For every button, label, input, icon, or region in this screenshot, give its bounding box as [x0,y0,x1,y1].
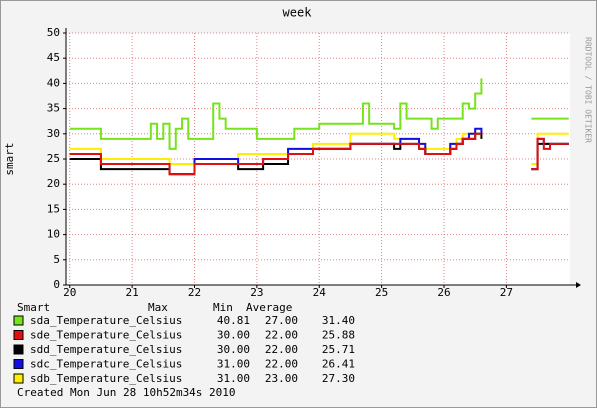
series-line [69,78,569,150]
legend-label: sde_Temperature_Celsius [30,329,182,342]
legend-stat: 26.41 [322,358,355,371]
legend-stat: 22.00 [265,343,298,356]
legend-swatch [13,359,24,369]
legend-stat: 25.88 [322,329,355,342]
legend-title: Smart [17,301,50,314]
legend-column: Min [213,301,233,314]
legend-swatch [13,330,24,340]
watermark: RRDTOOL / TOBI OETIKER [584,37,593,143]
legend-label: sdd_Temperature_Celsius [30,343,182,356]
legend-swatch [13,315,24,326]
x-tick-label: 27 [500,286,513,299]
y-tick-label: 0 [53,278,60,291]
x-tick-label: 21 [125,286,138,299]
lines [69,78,569,176]
x-tick-label: 26 [437,286,450,299]
y-tick-label: 40 [47,76,60,89]
x-tick-label: 20 [63,286,76,299]
y-tick-label: 5 [53,253,60,266]
x-tick-label: 24 [313,286,327,299]
legend-stat: 30.00 [217,343,250,356]
legend-column: Max [148,301,168,314]
legend-stat: 27.30 [322,372,355,385]
footer: Created Mon Jun 28 10h52m34s 2010 [17,386,236,399]
y-tick-label: 30 [47,127,60,140]
legend-stat: 31.00 [217,358,250,371]
x-tick-label: 22 [188,286,201,299]
legend-column: Average [246,301,292,314]
legend-stat: 23.00 [265,372,298,385]
y-tick-label: 20 [47,177,60,190]
legend-swatch [13,373,24,384]
series-line [69,132,569,176]
legend-stat: 30.00 [217,329,250,342]
legend-stat: 40.81 [217,314,250,327]
legend-stat: 31.00 [217,372,250,385]
y-tick-label: 10 [47,228,60,241]
legend-stat: 22.00 [265,358,298,371]
y-tick-label: 35 [47,102,60,115]
x-tick-label: 23 [250,286,263,299]
legend-swatch [13,344,24,355]
y-tick-label: 15 [47,202,60,215]
chart-title: week [283,6,313,20]
legend-stat: 31.40 [322,314,355,327]
x-tick-label: 25 [375,286,388,299]
legend-stat: 27.00 [265,314,298,327]
legend-stat: 25.71 [322,343,355,356]
legend-label: sdb_Temperature_Celsius [30,372,182,385]
y-axis-label: smart [3,142,16,175]
legend-label: sda_Temperature_Celsius [30,314,182,327]
y-tick-label: 50 [47,26,60,39]
x-axis-arrow [576,282,581,288]
y-tick-label: 45 [47,51,60,64]
y-tick-label: 25 [47,152,60,165]
legend-label: sdc_Temperature_Celsius [30,358,182,371]
legend-stat: 22.00 [265,329,298,342]
